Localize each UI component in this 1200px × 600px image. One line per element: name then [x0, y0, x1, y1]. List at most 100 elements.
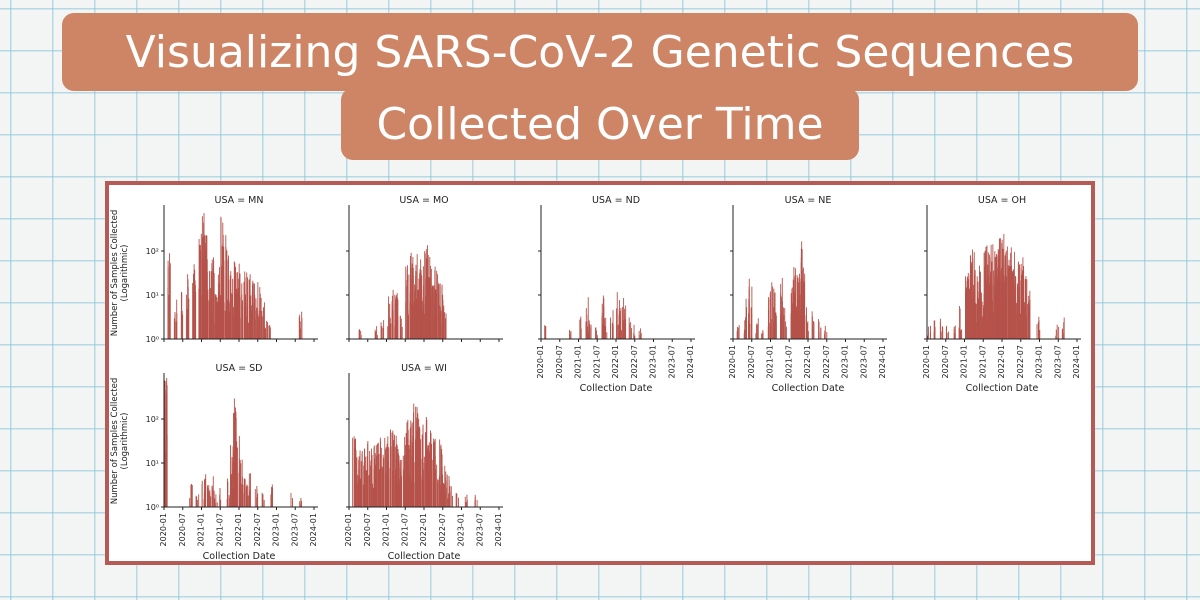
- bar-5-15-1: [246, 485, 248, 507]
- bar-4-3-2: [948, 331, 950, 339]
- facet-title-3: USA = NE: [785, 195, 832, 206]
- y-tick-label-5-2: 10²: [146, 415, 159, 424]
- bar-4-29-3: [1063, 317, 1065, 339]
- x-tick-label-6-4: 2022-01: [419, 513, 428, 546]
- bar-0-4-9: [195, 291, 197, 339]
- bar-3-19-3: [826, 332, 828, 339]
- bar-1-18-9: [437, 296, 439, 339]
- bar-0-25-5: [263, 326, 265, 339]
- bar-4-10-9: [980, 315, 981, 339]
- bar-4-26-0: [1028, 304, 1030, 339]
- bar-4-12-8: [985, 246, 987, 339]
- bar-6-11-11: [386, 444, 388, 507]
- bar-6-34-2: [476, 499, 478, 507]
- bar-6-8-10: [377, 442, 379, 507]
- bar-6-7-6: [374, 484, 376, 507]
- bar-6-6-6: [371, 458, 373, 507]
- bar-0-12-14: [222, 263, 224, 339]
- bar-5-17-1: [254, 489, 256, 507]
- bar-2-4-0: [588, 320, 590, 339]
- bar-1-0-0: [360, 334, 362, 339]
- bar-6-24-11: [428, 446, 430, 507]
- bar-3-5-2: [761, 333, 763, 339]
- bar-2-8-1: [612, 310, 614, 339]
- bar-0-25-6: [262, 307, 264, 339]
- bar-4-17-15: [1001, 268, 1002, 339]
- x-tick-label-4-5: 2022-07: [1016, 345, 1025, 378]
- bar-4-24-11: [1020, 288, 1022, 339]
- bar-3-12-4: [792, 279, 794, 339]
- bar-6-4-10: [364, 456, 366, 507]
- bar-5-21-2: [299, 501, 301, 507]
- bar-0-19-7: [243, 281, 245, 339]
- bar-6-10-3: [385, 447, 387, 507]
- bar-6-5-7: [369, 460, 371, 507]
- bar-6-29-2: [443, 491, 444, 507]
- bar-4-13-11: [987, 264, 989, 339]
- bar-1-11-12: [415, 315, 417, 339]
- x-axis-label-3: Collection Date: [772, 383, 845, 394]
- bar-6-32-0: [458, 497, 459, 507]
- bar-1-0-3: [358, 329, 360, 339]
- bar-6-0-11: [353, 447, 355, 507]
- bar-1-9-11: [409, 302, 411, 339]
- bar-2-6-0: [602, 295, 604, 339]
- bar-3-5-3: [762, 330, 764, 339]
- bar-1-11-11: [417, 303, 419, 339]
- bar-5-20-0: [290, 493, 292, 507]
- bar-6-22-9: [423, 481, 425, 507]
- bar-3-4-2: [756, 324, 758, 339]
- bar-3-16-3: [806, 322, 808, 339]
- bar-2-9-6: [617, 324, 619, 339]
- bar-2-6-7: [603, 298, 605, 339]
- bar-4-28-1: [1055, 335, 1057, 339]
- bar-5-5-3: [209, 490, 211, 507]
- bar-1-2-1: [383, 320, 385, 339]
- bar-2-0-2: [545, 325, 547, 339]
- bar-5-19-3: [270, 494, 272, 507]
- bar-3-7-6: [771, 282, 773, 339]
- bar-5-18-2: [262, 494, 264, 507]
- x-tick-label-6-8: 2024-01: [494, 513, 503, 546]
- bar-6-14-7: [398, 455, 400, 507]
- bar-5-3-4: [201, 483, 203, 507]
- bar-3-1-4: [744, 329, 746, 339]
- bar-6-8-5: [379, 489, 381, 507]
- bar-2-8-4: [612, 325, 614, 339]
- bar-0-10-7: [216, 297, 218, 339]
- bar-6-22-10: [421, 434, 423, 507]
- bar-0-23-8: [256, 307, 258, 339]
- bar-5-12-10: [238, 472, 240, 507]
- facet-title-0: USA = MN: [215, 195, 264, 206]
- bar-3-19-2: [824, 330, 826, 339]
- bar-6-28-9: [440, 446, 442, 507]
- bar-3-9-3: [781, 310, 783, 339]
- chart-panel: USA = MN 10⁰ 10¹ 10² Number of Samples Colle…: [105, 181, 1095, 565]
- bar-5-4-5: [205, 482, 206, 507]
- bar-6-16-10: [402, 455, 404, 507]
- bar-1-16-10: [430, 287, 432, 339]
- x-axis-label-2: Collection Date: [580, 383, 653, 394]
- bar-6-1-9: [356, 474, 358, 507]
- bar-4-2-2: [940, 331, 942, 339]
- bar-1-9-13: [408, 312, 410, 339]
- bar-4-28-3: [1056, 324, 1058, 339]
- x-tick-label-5-4: 2022-01: [234, 513, 243, 546]
- bar-3-1-2: [743, 333, 745, 339]
- bar-5-12-9: [235, 450, 237, 507]
- bar-5-17-4: [256, 497, 258, 507]
- x-axis-label-4: Collection Date: [966, 383, 1039, 394]
- bar-1-11-10: [415, 270, 417, 339]
- bar-3-6-6: [767, 326, 769, 339]
- bar-0-17-8: [238, 263, 240, 339]
- x-tick-label-3-6: 2023-01: [841, 345, 850, 378]
- bar-4-1-0: [933, 320, 935, 339]
- bar-6-8-9: [378, 461, 380, 507]
- bar-5-13-3: [239, 491, 241, 507]
- bar-0-28-2: [299, 321, 301, 339]
- bar-4-19-7: [1007, 265, 1009, 339]
- bar-1-1-1: [374, 329, 376, 339]
- bar-1-3-4: [388, 296, 390, 339]
- bar-6-13-10: [393, 440, 395, 507]
- bar-4-22-12: [1014, 276, 1016, 339]
